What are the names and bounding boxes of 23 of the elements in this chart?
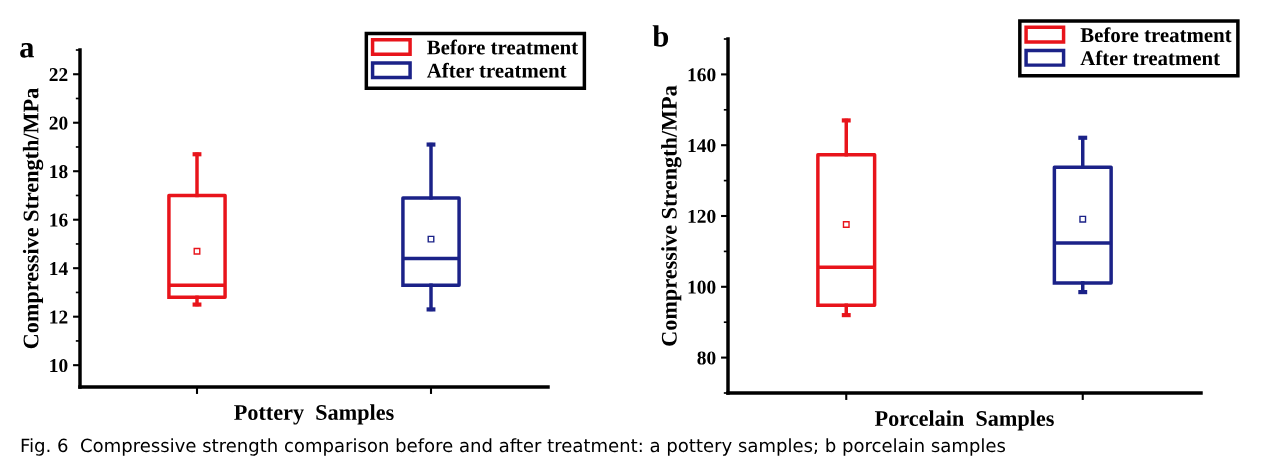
y-tick-label: 12 bbox=[50, 310, 68, 324]
legend-label: Before treatment bbox=[427, 39, 579, 55]
x-axis-title: Pottery Samples bbox=[234, 404, 394, 425]
y-axis-title: Compressive Strength/MPa bbox=[22, 88, 44, 349]
caption: Fig. 6 Compressive strength comparison before and after treatment: a pottery samples; b porcelain samples bbox=[21, 438, 1006, 456]
y-tick-label: 10 bbox=[50, 359, 68, 373]
chart-title: b bbox=[652, 25, 669, 47]
y-tick-label: 16 bbox=[50, 213, 68, 227]
y-tick-label: 120 bbox=[688, 209, 716, 223]
y-tick-label: 18 bbox=[50, 165, 68, 179]
legend-label: Before treatment bbox=[1080, 27, 1232, 43]
chart-title: a bbox=[20, 43, 34, 58]
y-tick-label: 22 bbox=[49, 68, 68, 81]
y-tick-label: 160 bbox=[688, 68, 716, 82]
y-tick-label: 80 bbox=[697, 351, 716, 365]
y-axis-title: Compressive Strength/MPa bbox=[661, 85, 682, 346]
y-tick-label: 100 bbox=[688, 280, 716, 294]
legend-label: After treatment bbox=[426, 62, 567, 78]
x-axis-title: Porcelain Samples bbox=[874, 410, 1054, 431]
y-tick-label: 14 bbox=[50, 262, 68, 275]
y-tick-label: 20 bbox=[49, 116, 68, 130]
legend-label: After treatment bbox=[1080, 50, 1220, 66]
y-tick-label: 140 bbox=[688, 139, 716, 153]
